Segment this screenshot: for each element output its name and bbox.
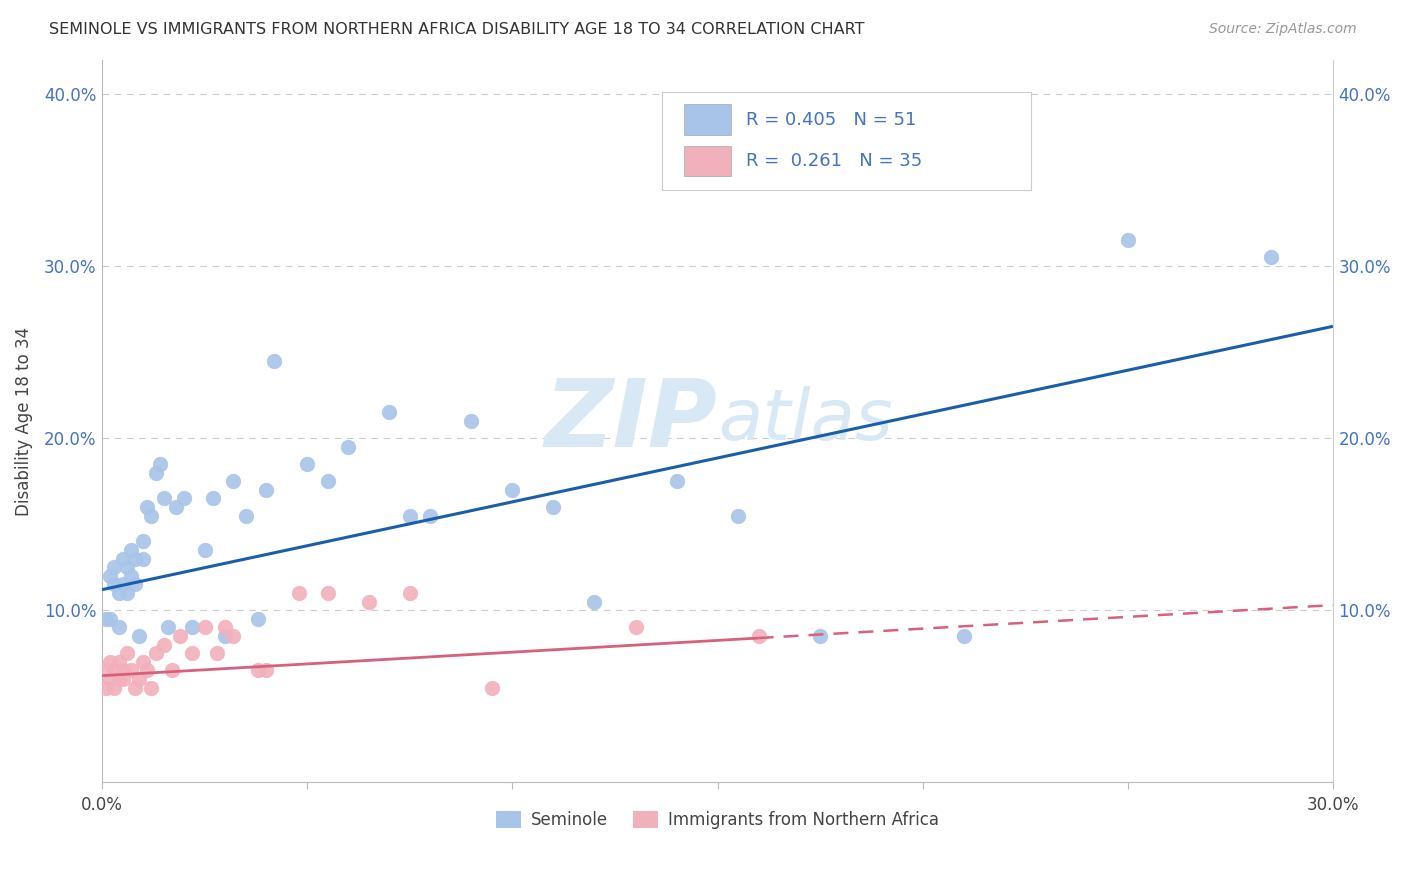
Point [247, 664, 270, 678]
Y-axis label: Disability Age 18 to 34: Disability Age 18 to 34 [15, 326, 32, 516]
Point [136, 664, 159, 678]
Point [952, 629, 974, 643]
Bar [685, 145, 731, 176]
Point [120, 664, 142, 678]
Point [337, 440, 360, 454]
Point [141, 681, 163, 695]
Point [160, 664, 183, 678]
Point [100, 672, 122, 686]
Point [156, 620, 179, 634]
Point [111, 551, 134, 566]
Point [145, 466, 167, 480]
Text: R =  0.261   N = 35: R = 0.261 N = 35 [745, 152, 922, 169]
Point [501, 483, 523, 497]
Point [399, 508, 422, 523]
Point [247, 612, 270, 626]
Point [107, 586, 129, 600]
Point [222, 474, 245, 488]
Point [665, 474, 688, 488]
Point [124, 681, 146, 695]
Point [214, 629, 236, 643]
Point [103, 560, 125, 574]
Point [124, 551, 146, 566]
Point [235, 508, 257, 523]
Point [103, 664, 125, 678]
Point [141, 508, 163, 523]
Point [222, 629, 245, 643]
Text: Source: ZipAtlas.com: Source: ZipAtlas.com [1209, 22, 1357, 37]
Point [145, 646, 167, 660]
Point [111, 664, 134, 678]
Point [128, 629, 150, 643]
Point [96, 681, 118, 695]
Point [107, 620, 129, 634]
Bar [685, 104, 731, 135]
Point [107, 672, 129, 686]
Point [132, 551, 155, 566]
Text: R = 0.405   N = 51: R = 0.405 N = 51 [745, 111, 917, 128]
Point [100, 569, 122, 583]
Point [173, 491, 195, 506]
FancyBboxPatch shape [662, 92, 1032, 190]
Point [543, 500, 565, 514]
Point [115, 560, 138, 574]
Point [181, 620, 204, 634]
Point [152, 638, 174, 652]
Point [808, 629, 831, 643]
Point [263, 353, 285, 368]
Point [399, 586, 422, 600]
Point [149, 457, 172, 471]
Point [205, 646, 228, 660]
Point [288, 586, 311, 600]
Point [460, 414, 482, 428]
Point [103, 681, 125, 695]
Point [124, 577, 146, 591]
Point [169, 629, 191, 643]
Point [100, 655, 122, 669]
Point [100, 612, 122, 626]
Text: SEMINOLE VS IMMIGRANTS FROM NORTHERN AFRICA DISABILITY AGE 18 TO 34 CORRELATION : SEMINOLE VS IMMIGRANTS FROM NORTHERN AFR… [49, 22, 865, 37]
Point [254, 664, 277, 678]
Point [194, 543, 217, 558]
Point [115, 646, 138, 660]
Point [103, 577, 125, 591]
Point [378, 405, 401, 419]
Point [120, 569, 142, 583]
Point [583, 595, 606, 609]
Point [214, 620, 236, 634]
Point [136, 500, 159, 514]
Point [132, 534, 155, 549]
Point [111, 672, 134, 686]
Point [96, 612, 118, 626]
Point [481, 681, 503, 695]
Point [111, 577, 134, 591]
Point [96, 664, 118, 678]
Point [357, 595, 380, 609]
Point [297, 457, 319, 471]
Point [1116, 233, 1139, 247]
Point [132, 655, 155, 669]
Point [1260, 251, 1282, 265]
Text: atlas: atlas [717, 386, 893, 456]
Point [128, 672, 150, 686]
Point [107, 655, 129, 669]
Point [152, 491, 174, 506]
Point [624, 620, 647, 634]
Point [316, 474, 339, 488]
Point [316, 586, 339, 600]
Point [727, 508, 749, 523]
Legend: Seminole, Immigrants from Northern Africa: Seminole, Immigrants from Northern Afric… [489, 804, 946, 836]
Point [254, 483, 277, 497]
Point [194, 620, 217, 634]
Point [419, 508, 441, 523]
Point [201, 491, 224, 506]
Text: ZIP: ZIP [544, 375, 717, 467]
Point [181, 646, 204, 660]
Point [165, 500, 187, 514]
Point [748, 629, 770, 643]
Point [120, 543, 142, 558]
Point [115, 586, 138, 600]
